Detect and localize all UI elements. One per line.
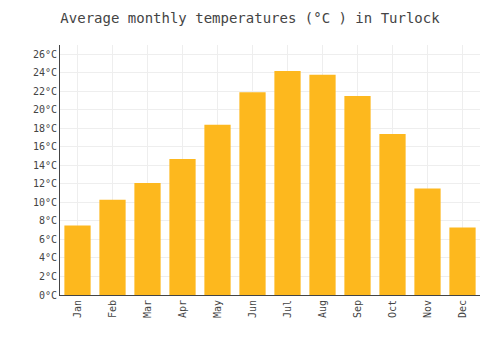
svg-text:24°C: 24°C (33, 67, 57, 78)
svg-text:Jan: Jan (72, 300, 83, 318)
svg-text:Sep: Sep (352, 300, 363, 318)
svg-text:18°C: 18°C (33, 123, 57, 134)
svg-text:Jul: Jul (282, 300, 293, 318)
svg-text:6°C: 6°C (39, 234, 57, 245)
svg-text:12°C: 12°C (33, 178, 57, 189)
svg-text:Nov: Nov (422, 300, 433, 318)
svg-text:20°C: 20°C (33, 104, 57, 115)
svg-text:Feb: Feb (107, 300, 118, 318)
svg-text:Average monthly temperatures (: Average monthly temperatures (°C ) in Tu… (60, 10, 440, 26)
svg-text:4°C: 4°C (39, 252, 57, 263)
svg-text:Apr: Apr (177, 300, 188, 318)
svg-text:May: May (212, 300, 223, 318)
svg-text:Aug: Aug (317, 300, 328, 318)
svg-text:10°C: 10°C (33, 197, 57, 208)
svg-text:Oct: Oct (387, 300, 398, 318)
svg-text:14°C: 14°C (33, 160, 57, 171)
svg-text:2°C: 2°C (39, 271, 57, 282)
svg-text:22°C: 22°C (33, 86, 57, 97)
svg-text:Mar: Mar (142, 300, 153, 318)
svg-text:Dec: Dec (457, 300, 468, 318)
svg-text:26°C: 26°C (33, 49, 57, 60)
svg-text:16°C: 16°C (33, 141, 57, 152)
svg-text:8°C: 8°C (39, 215, 57, 226)
svg-text:0°C: 0°C (39, 290, 57, 301)
svg-text:Jun: Jun (247, 300, 258, 318)
